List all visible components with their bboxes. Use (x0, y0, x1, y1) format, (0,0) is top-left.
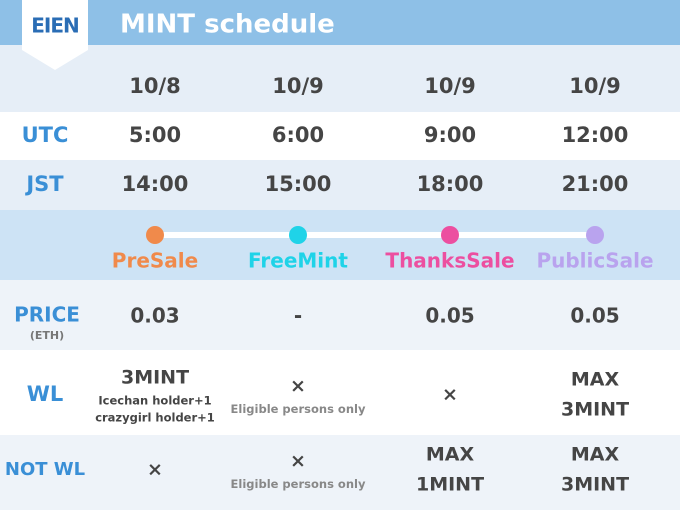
time: 18:00 (417, 172, 484, 196)
phase-dot (441, 226, 459, 244)
date: 10/8 (129, 74, 181, 98)
row-bg (0, 45, 680, 112)
price: 0.05 (425, 304, 474, 328)
time: 6:00 (272, 123, 324, 147)
row-bg (0, 160, 680, 210)
logo-badge (22, 0, 88, 70)
time: 21:00 (562, 172, 629, 196)
time: 14:00 (122, 172, 189, 196)
cell-text: 3MINT (561, 474, 629, 496)
cell-text: MAX (426, 444, 475, 466)
phase-name: ThanksSale (385, 249, 514, 273)
phase-name: PublicSale (536, 249, 653, 273)
row-bg (0, 210, 680, 280)
row-label: UTC (22, 123, 69, 147)
cell-text: MAX (571, 444, 620, 466)
phase-dot (289, 226, 307, 244)
row-label: JST (24, 172, 64, 196)
header-band (0, 0, 680, 45)
phase-dot (586, 226, 604, 244)
price: 0.03 (130, 304, 179, 328)
row-label: WL (27, 382, 64, 406)
cell-text: × (290, 450, 306, 472)
unit: (ETH) (30, 329, 64, 342)
phase-name: FreeMint (248, 249, 348, 273)
time: 12:00 (562, 123, 629, 147)
time: 9:00 (424, 123, 476, 147)
row-label: NOT WL (5, 459, 85, 480)
date: 10/9 (569, 74, 621, 98)
date: 10/9 (272, 74, 324, 98)
logo: EIEN (31, 14, 79, 38)
row-bg (0, 280, 680, 350)
time: 15:00 (265, 172, 332, 196)
cell-text: × (147, 459, 163, 481)
cell-text: × (290, 375, 306, 397)
time: 5:00 (129, 123, 181, 147)
row-label: PRICE (14, 303, 80, 327)
cell-note: crazygirl holder+1 (95, 411, 215, 425)
cell-note: Icechan holder+1 (98, 394, 211, 408)
cell-text: 3MINT (561, 399, 629, 421)
cell-text: 1MINT (416, 474, 484, 496)
title: MINT schedule (120, 10, 335, 40)
phase-dot (146, 226, 164, 244)
row-bg (0, 435, 680, 510)
cell-text: × (442, 384, 458, 406)
price: - (294, 304, 302, 328)
row-bg (0, 112, 680, 160)
cell-text: 3MINT (121, 367, 189, 389)
cell-text: MAX (571, 369, 620, 391)
date: 10/9 (424, 74, 476, 98)
row-bg (0, 350, 680, 435)
phase-name: PreSale (112, 249, 198, 273)
cell-note: Eligible persons only (231, 402, 366, 416)
cell-note: Eligible persons only (231, 477, 366, 491)
price: 0.05 (570, 304, 619, 328)
